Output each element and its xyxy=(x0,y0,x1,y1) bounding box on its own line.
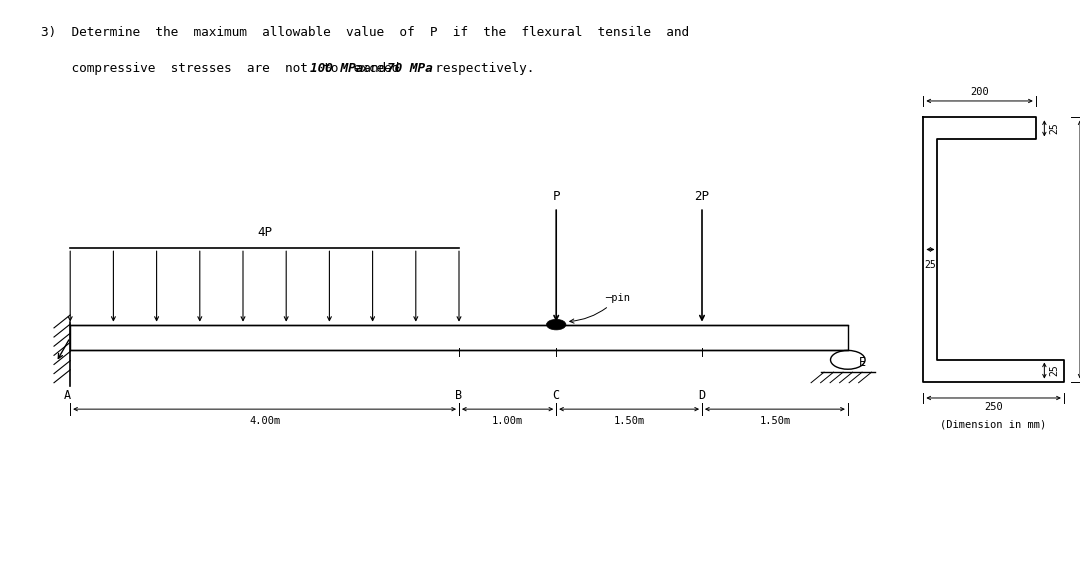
Text: compressive  stresses  are  not  to  exceed: compressive stresses are not to exceed xyxy=(41,62,415,75)
Text: P: P xyxy=(553,190,559,203)
Text: E: E xyxy=(859,356,866,369)
Text: ─pin: ─pin xyxy=(570,293,630,323)
Text: and: and xyxy=(348,62,402,75)
Bar xyxy=(70,325,848,350)
Text: 4P: 4P xyxy=(257,227,272,239)
Text: D: D xyxy=(699,389,705,402)
Text: B: B xyxy=(456,389,462,402)
Text: 100 MPa: 100 MPa xyxy=(310,62,363,75)
Text: 70 MPa: 70 MPa xyxy=(387,62,432,75)
Text: 25: 25 xyxy=(1050,365,1059,376)
Text: respectively.: respectively. xyxy=(420,62,534,75)
Text: (Dimension in mm): (Dimension in mm) xyxy=(941,420,1047,430)
Text: 25: 25 xyxy=(1050,123,1059,134)
Text: 2P: 2P xyxy=(694,190,710,203)
Text: 1.00m: 1.00m xyxy=(492,416,523,426)
Text: 1.50m: 1.50m xyxy=(613,416,645,426)
Text: 1.50m: 1.50m xyxy=(759,416,791,426)
Text: C: C xyxy=(553,389,559,402)
Text: 250: 250 xyxy=(984,402,1003,411)
Text: 25: 25 xyxy=(924,260,936,270)
Circle shape xyxy=(546,319,566,330)
Text: 200: 200 xyxy=(970,87,989,97)
Text: 4.00m: 4.00m xyxy=(249,416,280,426)
Text: 3)  Determine  the  maximum  allowable  value  of  P  if  the  flexural  tensile: 3) Determine the maximum allowable value… xyxy=(41,26,689,39)
Text: A: A xyxy=(64,389,70,402)
